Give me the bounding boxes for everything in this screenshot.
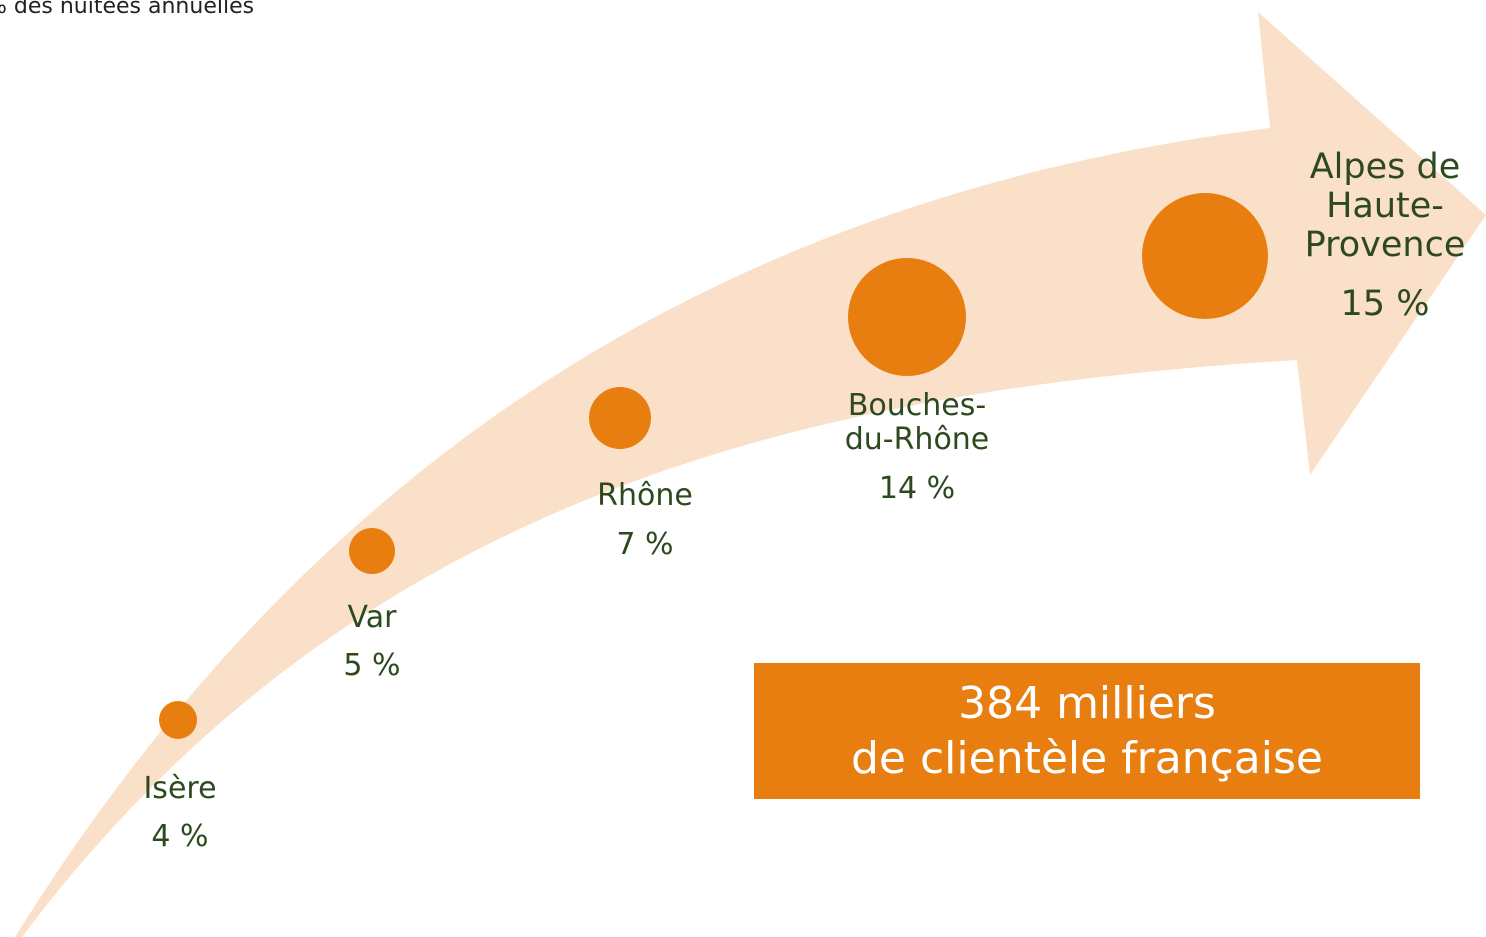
category-label: Alpes de Haute-Provence — [1304, 147, 1466, 266]
bubble — [349, 528, 395, 574]
chart-title: % des nuitées annuelles — [0, 0, 255, 19]
value-label: 7 % — [616, 527, 674, 562]
value-label: 4 % — [151, 819, 209, 854]
bubble — [589, 387, 651, 449]
bubble — [848, 258, 966, 376]
bubble — [1142, 193, 1268, 319]
value-label: 5 % — [343, 648, 401, 683]
category-label: Bouches-du-Rhône — [844, 388, 990, 457]
category-label: Rhône — [597, 478, 693, 513]
arrow — [15, 12, 1486, 937]
annotation-box: 384 milliers de clientèle française — [754, 663, 1420, 799]
category-label: Var — [347, 600, 397, 635]
category-label: Isère — [143, 771, 217, 806]
annotation: 384 milliers — [958, 678, 1216, 729]
annotation: de clientèle française — [851, 733, 1323, 784]
value-label: 14 % — [878, 471, 956, 506]
value-label: 15 % — [1340, 284, 1430, 324]
bubble — [159, 701, 197, 739]
